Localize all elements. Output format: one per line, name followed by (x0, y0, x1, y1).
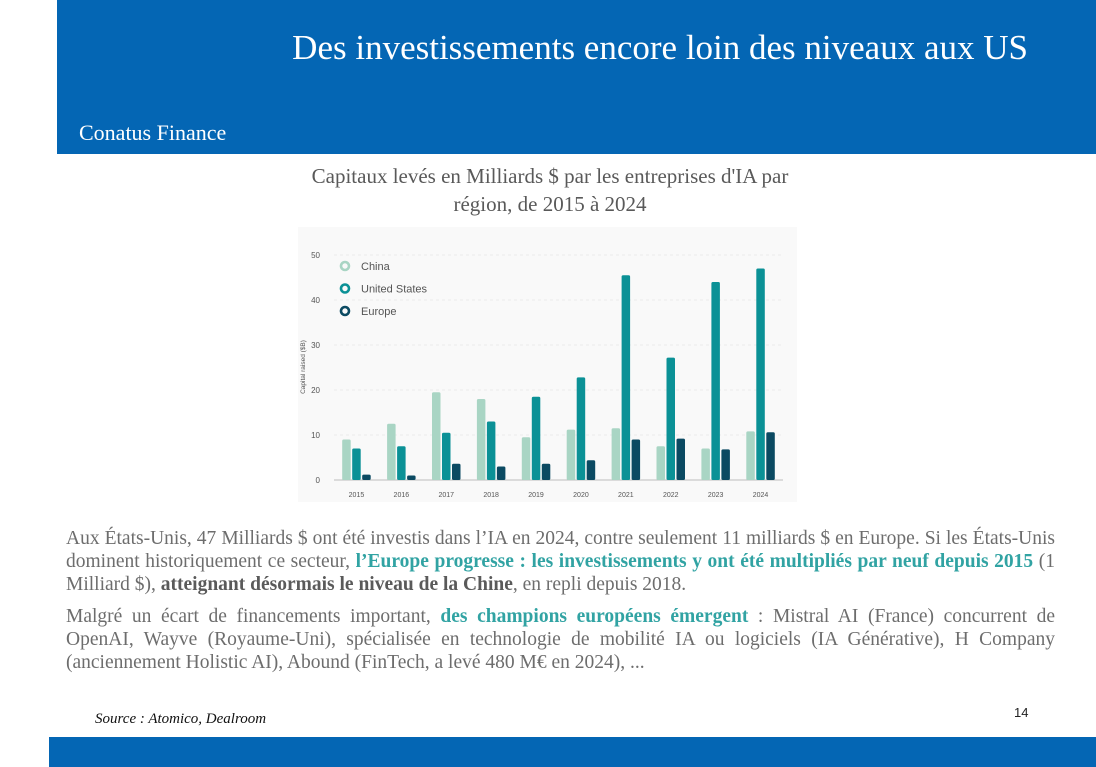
bar-united-states (621, 275, 631, 480)
bar-europe (407, 475, 416, 480)
bar-china (387, 423, 396, 480)
x-tick-label: 2019 (528, 492, 544, 499)
bar-europe (541, 463, 551, 480)
source-note: Source : Atomico, Dealroom (95, 711, 267, 727)
bar-united-states (711, 282, 720, 480)
bar-chart: 0 10 20 30 40 50 Capital raised ($B) 2015 2016 20… (300, 251, 783, 499)
p1-segment-3: atteignant désormais le niveau de la Chi… (160, 574, 513, 595)
x-tick-label: 2022 (663, 492, 679, 499)
bar-china (432, 392, 441, 480)
bar-united-states (531, 396, 541, 480)
legend-label: China (361, 261, 391, 273)
y-tick-label: 30 (311, 341, 320, 350)
p1-segment-1: l’Europe progresse : les investissements… (355, 551, 1034, 572)
y-axis-label: Capital raised ($B) (300, 340, 307, 394)
bar-china (611, 428, 621, 480)
bar-europe (362, 474, 371, 480)
legend-marker (339, 305, 351, 317)
x-tick-label: 2024 (753, 492, 769, 499)
bar-europe (496, 466, 506, 480)
bar-china (342, 439, 351, 480)
p2-segment-0: Malgré un écart de financements importan… (66, 606, 441, 627)
p2-segment-1: des champions européens émergent (440, 606, 758, 627)
chart-caption-line-1: Capitaux levés en Milliards $ par les en… (311, 164, 789, 188)
bar-united-states (576, 377, 586, 480)
bar-china (566, 429, 576, 480)
bar-united-states (486, 421, 496, 480)
slide-title: Des investissements encore loin des nive… (292, 28, 1028, 67)
bar-united-states (442, 432, 451, 480)
bar-united-states (397, 446, 406, 480)
x-tick-label: 2021 (618, 492, 634, 499)
bar-europe (452, 463, 461, 480)
y-tick-label: 50 (311, 251, 320, 260)
chart-container: 0 10 20 30 40 50 Capital raised ($B) 2015 2016 20… (298, 227, 797, 502)
paragraph-1: Aux États-Unis, 47 Milliards $ ont été i… (66, 527, 1055, 596)
p1-segment-0: Aux États-Unis, 47 Milliards $ ont été i… (66, 528, 1055, 572)
p2-segment-2: : Mistral AI (France) concurrent de Open… (66, 606, 1056, 673)
y-tick-label: 10 (311, 431, 320, 440)
brand-label: Conatus Finance (79, 120, 227, 145)
bar-china (656, 446, 665, 480)
bar-united-states (756, 268, 765, 480)
p1-segment-2: (1 Milliard $), (66, 551, 1055, 595)
x-tick-label: 2017 (438, 492, 454, 499)
footer-bar (49, 737, 1096, 767)
bar-europe (586, 460, 596, 480)
y-tick-label: 40 (311, 296, 320, 305)
header-banner: Des investissements encore loin des nive… (57, 0, 1096, 154)
paragraph-2: Malgré un écart de financements importan… (66, 605, 1055, 674)
bar-europe (631, 439, 641, 480)
legend-label: Europe (361, 306, 396, 318)
bar-europe (676, 438, 685, 480)
body-text: Aux États-Unis, 47 Milliards $ ont été i… (66, 527, 1055, 683)
page-number: 14 (1014, 705, 1029, 720)
x-tick-label: 2023 (708, 492, 724, 499)
x-tick-label: 2018 (483, 492, 499, 499)
bar-united-states (352, 448, 361, 480)
x-tick-label: 2015 (349, 492, 365, 499)
bar-china (701, 448, 710, 480)
bar-united-states (666, 357, 675, 480)
p1-segment-4: , en repli depuis 2018. (512, 574, 687, 595)
legend-marker (339, 260, 351, 272)
legend-marker (339, 283, 351, 294)
bar-china (476, 399, 486, 480)
bar-china (746, 431, 755, 480)
bar-europe (721, 449, 730, 480)
bar-europe (766, 432, 775, 480)
x-tick-label: 2016 (394, 492, 410, 499)
chart-caption-line-2: région, de 2015 à 2024 (453, 192, 647, 216)
legend-label: United States (361, 284, 428, 296)
y-tick-label: 0 (316, 476, 321, 485)
bar-china (521, 437, 531, 480)
y-tick-label: 20 (311, 386, 320, 395)
x-tick-label: 2020 (573, 492, 589, 499)
chart-caption: Capitaux levés en Milliards $ par les en… (270, 162, 830, 218)
